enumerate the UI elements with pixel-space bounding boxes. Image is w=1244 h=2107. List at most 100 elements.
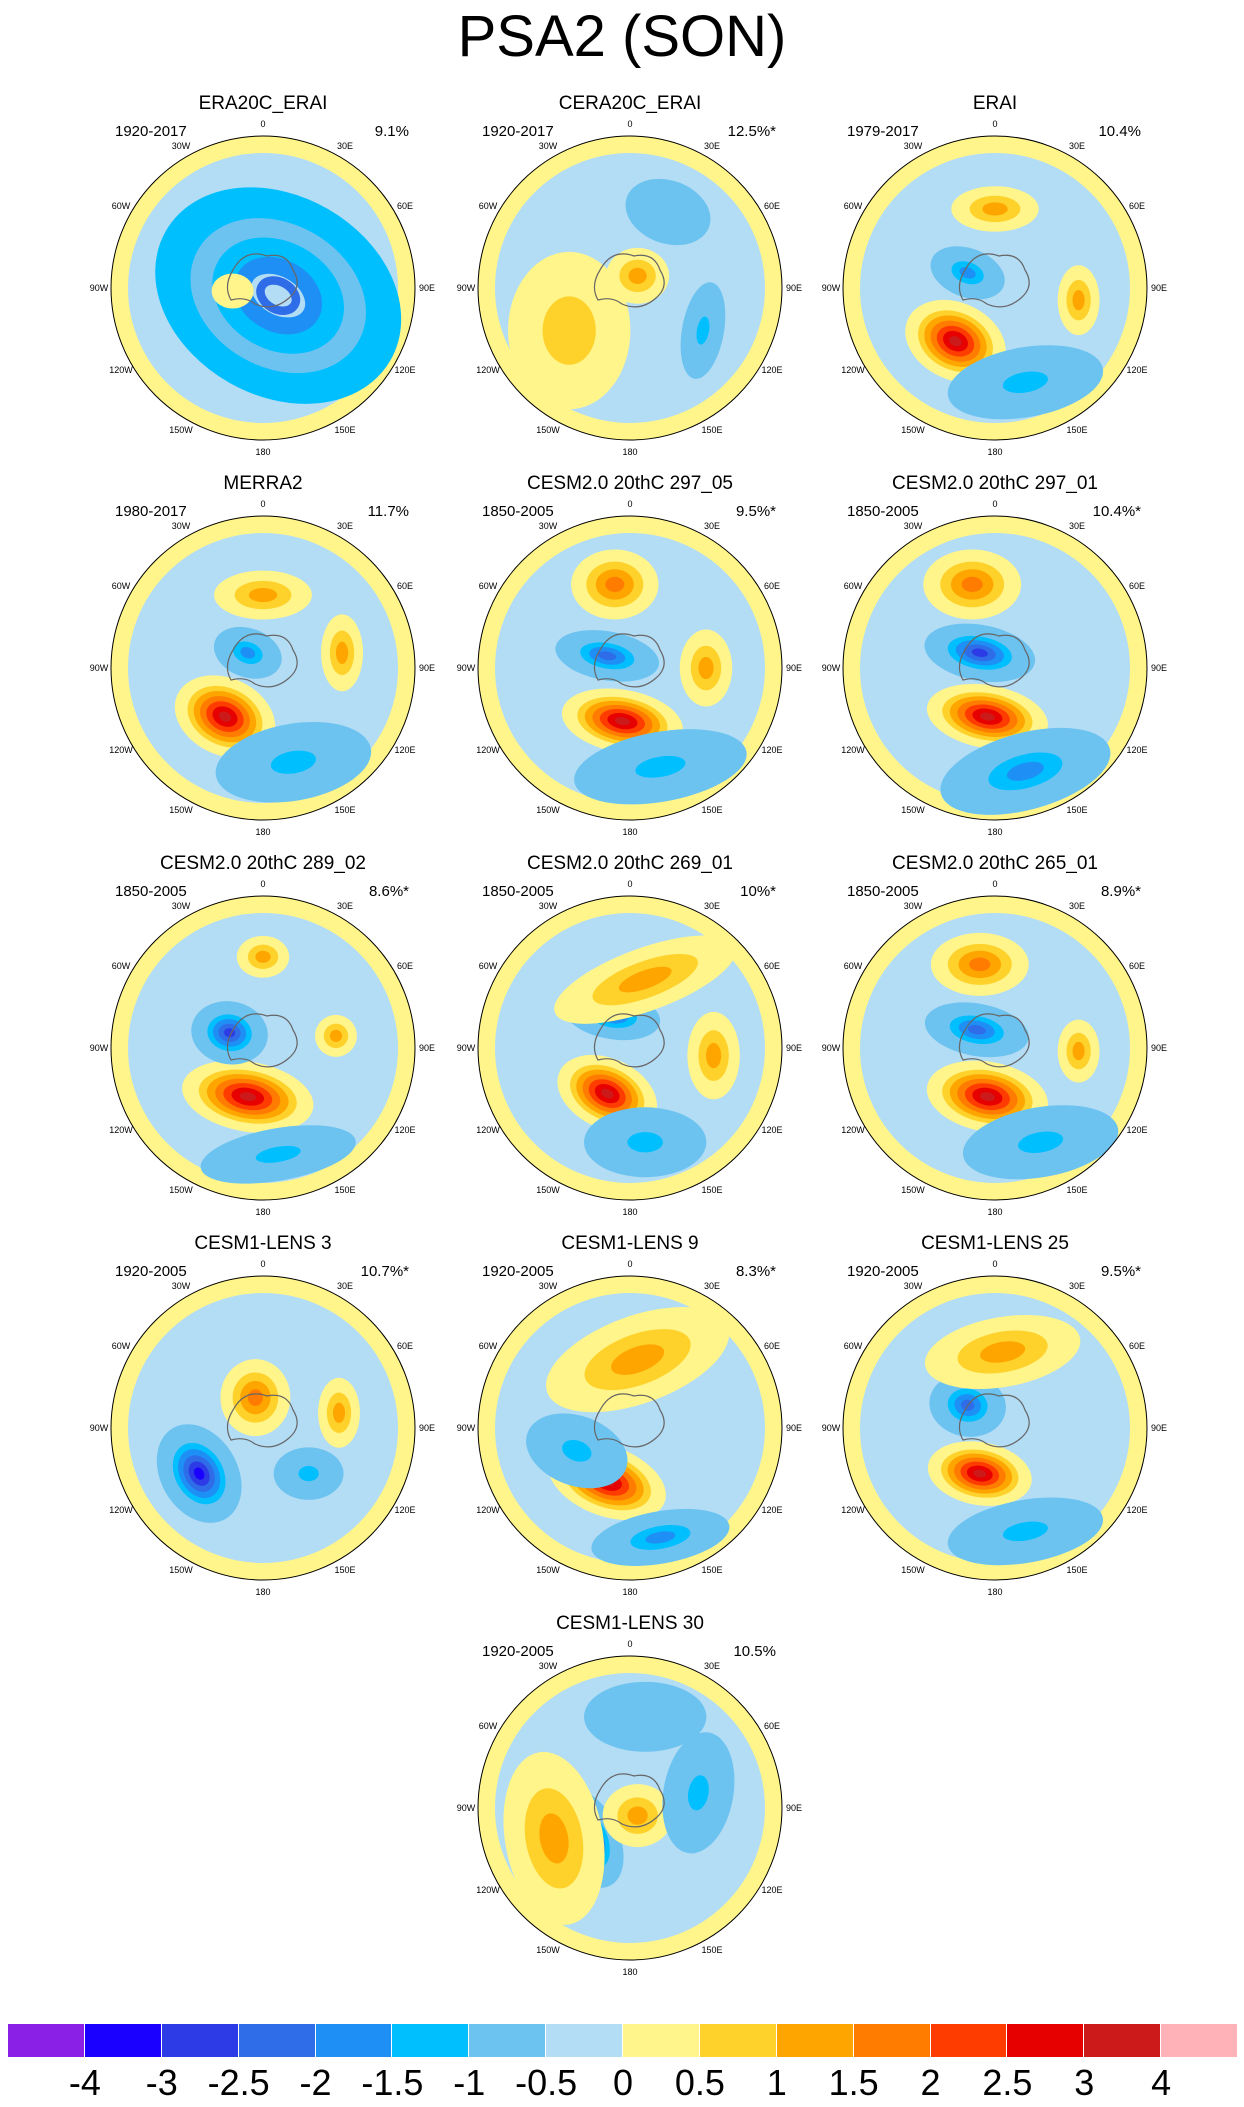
polar-map: [110, 515, 416, 821]
longitude-label: 120E: [1126, 1125, 1148, 1135]
panel-years: 1920-2005: [115, 1263, 187, 1280]
longitude-label: 120W: [841, 745, 865, 755]
longitude-label: 120W: [109, 1125, 133, 1135]
polar-map: [842, 1275, 1148, 1581]
longitude-label: 60E: [764, 581, 781, 591]
panel-variance-percent: 10.5%: [733, 1643, 776, 1660]
longitude-label: 60E: [1129, 1341, 1146, 1351]
longitude-label: 120W: [109, 365, 133, 375]
map-boundary: [110, 1275, 416, 1581]
panel-title: ERA20C_ERAI: [198, 93, 328, 114]
positive-anomaly-contour: [949, 336, 962, 347]
antarctica-coastline: [958, 1013, 1030, 1068]
panel-years: 1850-2005: [482, 503, 554, 520]
longitude-label: 120W: [476, 365, 500, 375]
longitude-label: 90W: [89, 1043, 109, 1053]
negative-anomaly-contour: [649, 197, 687, 227]
map-boundary: [842, 895, 1148, 1201]
longitude-label: 60W: [843, 581, 863, 591]
longitude-label: 120W: [476, 1505, 500, 1515]
positive-anomaly-contour: [239, 1092, 256, 1102]
panel-title: ERAI: [972, 93, 1018, 114]
longitude-label: 30W: [538, 900, 558, 911]
panel-years: 1850-2005: [847, 503, 919, 520]
longitude-label: 30W: [538, 1280, 558, 1291]
colorbar-segment: [469, 2024, 547, 2057]
colorbar-segment: [238, 2024, 316, 2057]
outer-band: [478, 516, 782, 820]
positive-anomaly-contour: [1072, 290, 1085, 311]
longitude-label: 90W: [89, 1423, 109, 1433]
longitude-label: 90E: [418, 663, 436, 673]
longitude-label: 90W: [456, 1803, 476, 1813]
polar-map: [477, 1655, 783, 1961]
antarctica-coastline: [226, 1013, 298, 1068]
longitude-label: 60E: [1129, 581, 1146, 591]
map-boundary: [477, 515, 783, 821]
longitude-label: 120W: [841, 365, 865, 375]
positive-anomaly-contour: [542, 296, 596, 365]
colorbar: [8, 2024, 1238, 2057]
panel-variance-percent: 10.4%*: [1092, 503, 1141, 520]
map-panel: CESM2.0 20thC 265_01 1850-2005 8.9%* 0 30E 60…: [822, 853, 1167, 1223]
colorbar-tick: -4: [68, 2062, 101, 2103]
positive-anomaly-contour: [605, 576, 625, 592]
outer-band: [111, 896, 415, 1200]
antarctica-coastline: [593, 1773, 665, 1828]
longitude-label: 120E: [1126, 365, 1148, 375]
panel-title: CESM2.0 20thC 297_05: [527, 473, 733, 494]
negative-anomaly-contour: [687, 1775, 709, 1811]
map-boundary: [477, 1275, 783, 1581]
negative-anomaly-contour: [190, 218, 366, 374]
colorbar-tick: 0: [612, 2062, 634, 2103]
polar-map: [110, 1275, 416, 1581]
longitude-label: 90E: [785, 1803, 803, 1813]
longitude-label: 90W: [89, 283, 109, 293]
longitude-label: 90W: [456, 663, 476, 673]
longitude-label: 0: [627, 1639, 633, 1649]
longitude-label: 150W: [536, 1565, 560, 1576]
longitude-label: 120E: [761, 745, 783, 755]
outer-band: [843, 896, 1147, 1200]
colorbar-tick: 1.5: [828, 2062, 879, 2103]
positive-anomaly-contour: [329, 1029, 343, 1042]
longitude-label: 30E: [1068, 1280, 1086, 1291]
colorbar-segment: [930, 2024, 1008, 2057]
positive-anomaly-contour: [628, 267, 647, 284]
map-panel: CESM2.0 20thC 269_01 1850-2005 10%* 0 30E 60E…: [457, 853, 802, 1223]
colorbar-segment: [1161, 2024, 1238, 2057]
antarctica-coastline: [226, 633, 298, 688]
map-boundary: [477, 135, 783, 441]
longitude-label: 150W: [169, 1565, 193, 1576]
longitude-label: 120E: [394, 1505, 416, 1515]
panel-years: 1920-2005: [847, 1263, 919, 1280]
polar-map: [477, 135, 783, 441]
longitude-label: 150E: [701, 1945, 723, 1956]
antarctica-coastline: [593, 633, 665, 688]
panel-title: CESM1-LENS 3: [194, 1233, 332, 1254]
colorbar-tick: 3: [1074, 2062, 1095, 2103]
colorbar-tick: 4: [1151, 2062, 1172, 2103]
longitude-label: 150E: [701, 1185, 723, 1196]
polar-map: [110, 135, 416, 441]
colorbar-segment: [853, 2024, 931, 2057]
longitude-label: 60E: [764, 1721, 781, 1731]
longitude-label: 90E: [785, 283, 803, 293]
panel-variance-percent: 9.5%*: [1100, 1263, 1141, 1280]
longitude-label: 180: [622, 447, 638, 457]
longitude-label: 30W: [538, 1660, 558, 1671]
longitude-label: 30E: [336, 900, 354, 911]
longitude-label: 90W: [821, 1423, 841, 1433]
longitude-label: 120E: [761, 1885, 783, 1895]
panel-title: CESM1-LENS 9: [561, 1233, 699, 1254]
panel-title: MERRA2: [223, 473, 303, 494]
longitude-label: 0: [627, 499, 633, 509]
map-boundary: [110, 895, 416, 1201]
negative-anomaly-contour: [971, 648, 988, 658]
longitude-label: 60W: [843, 201, 863, 211]
antarctica-coastline: [593, 1393, 665, 1448]
longitude-label: 30E: [703, 900, 721, 911]
map-panel: CESM2.0 20thC 297_05 1850-2005 9.5%* 0 30E 60…: [456, 473, 803, 843]
longitude-label: 60E: [397, 961, 414, 971]
longitude-label: 90E: [785, 663, 803, 673]
